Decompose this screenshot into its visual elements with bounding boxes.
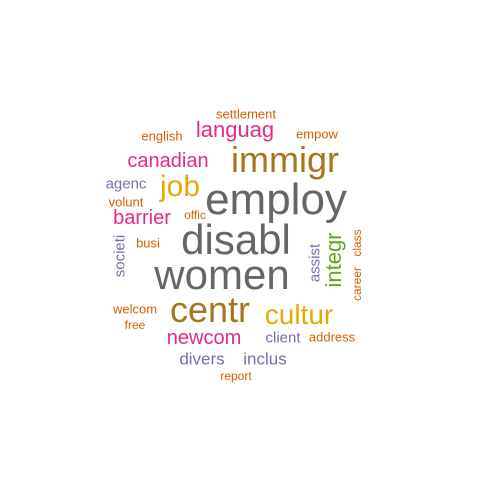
word-newcom: newcom xyxy=(166,327,242,349)
word-agenc: agenc xyxy=(105,175,147,193)
word-women: women xyxy=(154,251,290,298)
word-divers: divers xyxy=(179,349,225,369)
word-disabl: disabl xyxy=(181,216,291,263)
word-job: job xyxy=(159,170,201,203)
word-volunt: volunt xyxy=(108,194,144,210)
word-cultur: cultur xyxy=(264,299,334,330)
word-centr: centr xyxy=(169,289,251,330)
word-address: address xyxy=(308,329,356,345)
word-settlement: settlement xyxy=(216,106,276,122)
word-busi: busi xyxy=(136,235,160,251)
word-immigr: immigr xyxy=(231,139,339,180)
word-class: class xyxy=(350,229,364,257)
word-free: free xyxy=(124,318,146,332)
word-career: career xyxy=(350,266,364,302)
word-barrier: barrier xyxy=(113,207,171,229)
word-report: report xyxy=(220,369,252,383)
word-inclus: inclus xyxy=(243,349,287,369)
word-english: english xyxy=(141,128,183,144)
word-integr: integr xyxy=(321,232,346,288)
word-canadian: canadian xyxy=(127,150,209,172)
word-languag: languag xyxy=(195,117,275,142)
word-empow: empow xyxy=(296,126,338,142)
word-welcom: welcom xyxy=(112,301,158,317)
word-offic: offic xyxy=(184,208,206,222)
word-client: client xyxy=(265,329,301,347)
word-employ: employ xyxy=(205,175,347,224)
word-societi: societi xyxy=(111,234,129,278)
